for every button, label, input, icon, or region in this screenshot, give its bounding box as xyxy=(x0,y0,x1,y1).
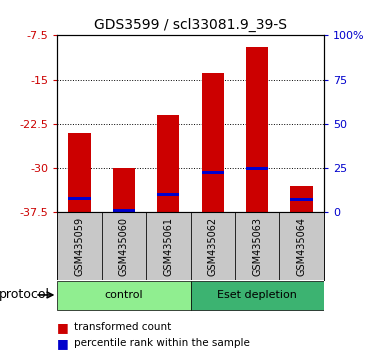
Bar xyxy=(202,73,224,212)
Bar xyxy=(191,281,324,310)
Text: percentile rank within the sample: percentile rank within the sample xyxy=(74,338,250,348)
Bar xyxy=(102,212,146,280)
Bar xyxy=(113,209,135,212)
Text: GSM435059: GSM435059 xyxy=(74,216,85,276)
Bar xyxy=(290,186,313,212)
Bar xyxy=(157,193,179,196)
Text: GSM435060: GSM435060 xyxy=(119,217,129,275)
Bar xyxy=(191,212,235,280)
Bar xyxy=(279,212,324,280)
Title: GDS3599 / scl33081.9_39-S: GDS3599 / scl33081.9_39-S xyxy=(94,17,287,32)
Bar xyxy=(246,47,268,212)
Bar xyxy=(235,212,279,280)
Bar xyxy=(146,212,191,280)
Text: GSM435063: GSM435063 xyxy=(252,217,262,275)
Text: Eset depletion: Eset depletion xyxy=(217,290,297,300)
Bar xyxy=(246,167,268,170)
Text: protocol: protocol xyxy=(0,289,50,302)
Text: control: control xyxy=(105,290,143,300)
Bar xyxy=(157,115,179,212)
Bar xyxy=(57,212,102,280)
Text: GSM435061: GSM435061 xyxy=(163,217,174,275)
Bar xyxy=(113,168,135,212)
Text: GSM435064: GSM435064 xyxy=(296,217,307,275)
Bar xyxy=(290,198,313,201)
Text: transformed count: transformed count xyxy=(74,322,171,332)
Text: GSM435062: GSM435062 xyxy=(208,216,218,276)
Text: ■: ■ xyxy=(57,337,69,350)
Bar xyxy=(202,171,224,175)
Bar xyxy=(68,133,91,212)
Text: ■: ■ xyxy=(57,321,69,334)
Bar xyxy=(57,281,191,310)
Bar xyxy=(68,198,91,200)
